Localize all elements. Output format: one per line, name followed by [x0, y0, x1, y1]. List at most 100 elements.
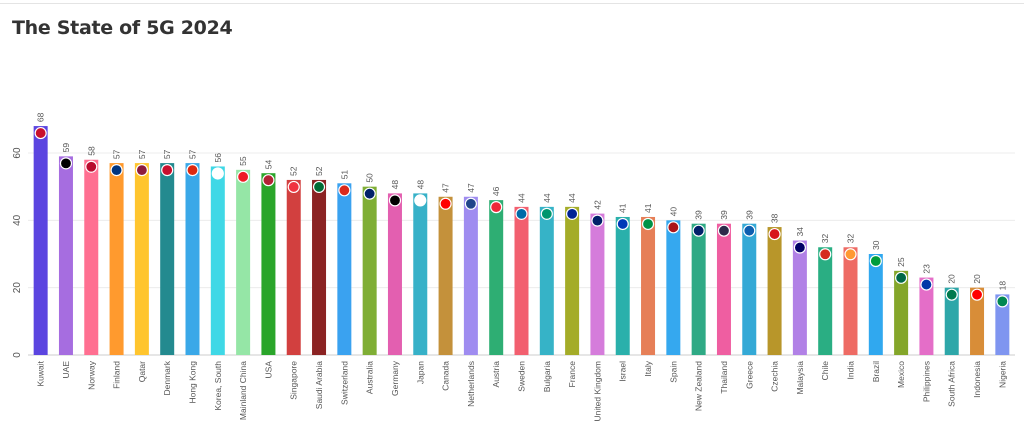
- flag-icon: [515, 207, 528, 220]
- bar-denmark: [160, 163, 175, 355]
- bar-philippines: [919, 277, 934, 355]
- bar-france: [565, 206, 580, 355]
- data-label: 57: [137, 149, 147, 159]
- data-label: 34: [795, 227, 805, 237]
- data-label: 41: [643, 203, 653, 213]
- flag-icon: [464, 197, 477, 210]
- flag-icon: [996, 295, 1009, 308]
- data-label: 44: [517, 193, 527, 203]
- y-tick-label: 40: [12, 214, 23, 226]
- data-label: 50: [365, 173, 375, 183]
- x-tick-label: Korea, South: [213, 361, 223, 411]
- x-tick-label: Kuwait: [36, 360, 46, 386]
- bar-italy: [641, 216, 656, 355]
- flag-icon: [920, 278, 933, 291]
- data-label: 59: [61, 143, 71, 153]
- bar-singapore: [286, 179, 301, 355]
- bar-south-africa: [944, 287, 959, 355]
- data-label: 44: [567, 193, 577, 203]
- x-tick-label: Italy: [643, 360, 653, 376]
- data-label: 47: [466, 183, 476, 193]
- data-label: 39: [719, 210, 729, 220]
- flag-icon: [793, 241, 806, 254]
- bar-finland: [109, 163, 124, 355]
- data-label: 20: [972, 274, 982, 284]
- bar-sweden: [514, 206, 529, 355]
- x-tick-label: Austria: [491, 361, 501, 388]
- flag-icon: [616, 217, 629, 231]
- flag-icon: [338, 184, 351, 197]
- data-label: 57: [162, 149, 172, 159]
- flag-icon: [388, 194, 402, 207]
- x-tick-label: Mainland China: [238, 361, 248, 420]
- data-label: 51: [339, 170, 349, 180]
- x-tick-label: Denmark: [162, 360, 172, 395]
- flag-icon: [262, 174, 275, 187]
- top-divider: [0, 3, 1024, 4]
- flag-icon: [110, 164, 123, 177]
- data-label: 52: [314, 166, 324, 176]
- flag-icon: [895, 271, 908, 284]
- bar-czechia: [767, 227, 782, 355]
- x-tick-label: Indonesia: [972, 361, 982, 398]
- bar-mexico: [894, 270, 909, 355]
- data-label: 32: [846, 234, 856, 244]
- data-label: 40: [668, 207, 678, 217]
- flag-icon: [692, 224, 705, 237]
- x-tick-label: Norway: [86, 360, 96, 390]
- x-tick-label: Switzerland: [339, 361, 349, 405]
- bar-mainland-china: [236, 169, 251, 355]
- data-label: 25: [896, 257, 906, 267]
- x-tick-label: Chile: [820, 361, 830, 381]
- data-label: 38: [770, 213, 780, 223]
- x-tick-label: Israel: [618, 361, 628, 382]
- data-label: 57: [112, 149, 122, 159]
- flag-icon: [237, 170, 250, 183]
- data-label: 58: [86, 146, 96, 156]
- bar-norway: [84, 159, 99, 355]
- flag-icon: [85, 160, 98, 173]
- flag-icon: [591, 214, 604, 227]
- flag-icon: [819, 248, 832, 261]
- data-label: 46: [491, 186, 501, 196]
- flag-icon: [641, 217, 655, 231]
- x-tick-label: Hong Kong: [188, 361, 198, 404]
- x-tick-label: New Zealand: [694, 361, 704, 411]
- bar-new-zealand: [691, 223, 706, 355]
- bar-usa: [261, 173, 276, 355]
- bar-austria: [489, 200, 504, 355]
- data-label: 47: [441, 183, 451, 193]
- data-label: 55: [238, 156, 248, 166]
- bar-greece: [742, 223, 757, 355]
- x-tick-label: Singapore: [289, 361, 299, 400]
- flag-icon: [768, 227, 781, 241]
- data-label: 39: [694, 210, 704, 220]
- bar-indonesia: [970, 287, 985, 355]
- x-tick-label: Brazil: [871, 361, 881, 382]
- flag-icon: [135, 164, 148, 177]
- data-label: 68: [36, 112, 46, 122]
- data-label: 20: [947, 274, 957, 284]
- x-tick-label: Germany: [390, 360, 400, 396]
- flag-icon: [844, 248, 857, 261]
- flag-icon: [363, 187, 376, 200]
- bar-canada: [438, 196, 453, 355]
- data-label: 23: [921, 264, 931, 274]
- x-tick-label: UAE: [61, 361, 71, 379]
- flag-icon: [59, 157, 73, 170]
- flag-icon: [945, 288, 958, 301]
- data-label: 56: [213, 153, 223, 163]
- flag-icon: [34, 126, 47, 140]
- x-tick-label: Malaysia: [795, 361, 805, 395]
- flag-icon: [490, 201, 503, 214]
- x-tick-label: Czechia: [770, 361, 780, 392]
- flag-icon: [540, 207, 553, 220]
- data-label: 42: [592, 200, 602, 210]
- data-label: 57: [188, 149, 198, 159]
- flag-icon: [869, 254, 882, 268]
- flag-icon: [667, 221, 680, 234]
- bar-brazil: [868, 254, 883, 355]
- bar-israel: [615, 216, 630, 355]
- x-tick-label: Mexico: [896, 361, 906, 388]
